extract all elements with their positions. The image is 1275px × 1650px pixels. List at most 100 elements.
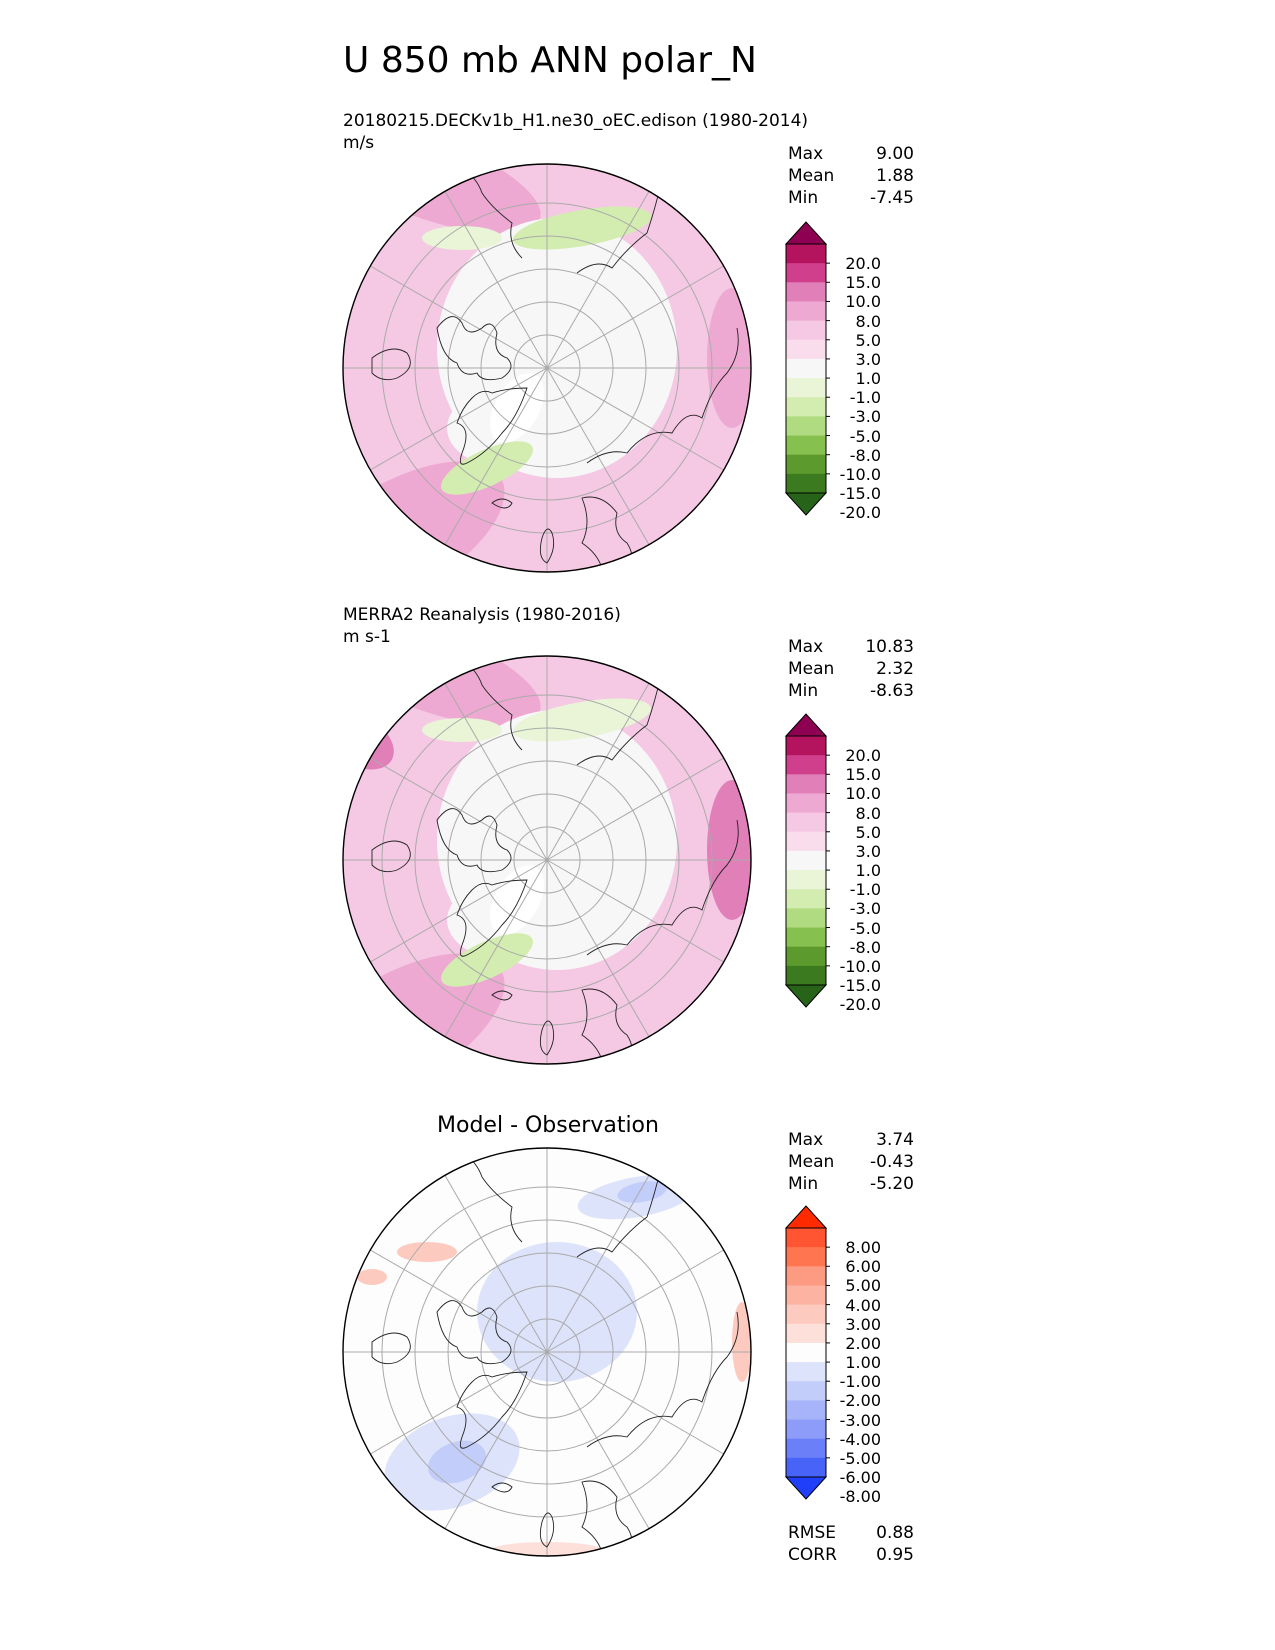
coastline-bering bbox=[461, 167, 523, 259]
colorbar-segment bbox=[786, 1400, 826, 1421]
colorbar-segment bbox=[786, 1285, 826, 1306]
colorbar-extend-max bbox=[784, 1205, 828, 1229]
colorbar-tick-label: -6.00 bbox=[839, 1468, 881, 1488]
diff-colorbar-labels: 8.00 6.00 5.00 4.00 3.00 2.00 1.00 -1.00 -2.00 -3… bbox=[831, 1238, 881, 1506]
field-contour bbox=[490, 373, 544, 443]
model-panel-title: 20180215.DECKv1b_H1.ne30_oEC.edison (198… bbox=[343, 111, 809, 131]
colorbar-segment bbox=[786, 889, 826, 909]
colorbar-extend-min bbox=[784, 492, 828, 516]
colorbar-segment bbox=[786, 1457, 826, 1478]
colorbar-tick-label: 2.00 bbox=[845, 1333, 881, 1353]
min-label: Min bbox=[788, 681, 819, 701]
field-contour bbox=[422, 718, 502, 742]
colorbar-tick-label: 5.0 bbox=[855, 330, 881, 350]
colorbar-segment bbox=[786, 774, 826, 794]
colorbar-tick-label: -20.0 bbox=[839, 995, 881, 1015]
diff-map-boundary bbox=[342, 1147, 752, 1557]
colorbar-tick-label: 10.0 bbox=[845, 784, 881, 804]
colorbar-segment bbox=[786, 965, 826, 986]
colorbar-tick-label: -3.00 bbox=[839, 1410, 881, 1430]
colorbar-tick-label: -5.0 bbox=[849, 918, 881, 938]
coastline-alaska bbox=[371, 1332, 411, 1365]
colorbar-tick-label: 20.0 bbox=[845, 746, 881, 766]
colorbar-segment bbox=[786, 927, 826, 948]
mean-label: Mean bbox=[788, 659, 835, 679]
colorbar-2 bbox=[784, 1205, 830, 1500]
mean-value: -0.43 bbox=[870, 1152, 914, 1172]
field-contour bbox=[707, 288, 751, 428]
coastline-alaska bbox=[371, 840, 411, 873]
colorbar-segment bbox=[786, 755, 826, 775]
colorbar-extend-max bbox=[784, 713, 828, 737]
min-value: -5.20 bbox=[870, 1174, 914, 1194]
longitude-gridline bbox=[546, 1351, 724, 1455]
model-panel-units: m/s bbox=[343, 133, 375, 153]
colorbar-tick-label: 5.0 bbox=[855, 822, 881, 842]
coastline-siberia bbox=[576, 1161, 663, 1258]
field-contour bbox=[707, 780, 751, 920]
coastline-scandinavia bbox=[581, 988, 633, 1064]
colorbar-tick-label: 8.0 bbox=[855, 311, 881, 331]
model-map-boundary bbox=[342, 163, 752, 573]
colorbar-frame bbox=[785, 1227, 827, 1478]
coastline-eurasia bbox=[586, 327, 739, 464]
longitude-gridline bbox=[370, 757, 548, 861]
colorbar-tick-label: 10.0 bbox=[845, 292, 881, 312]
corr-label: CORR bbox=[788, 1545, 837, 1565]
coastline-greenland bbox=[456, 879, 528, 957]
coastline-canada bbox=[436, 1300, 512, 1365]
coastline-uk bbox=[539, 1512, 555, 1548]
colorbar-tick-label: -15.0 bbox=[839, 976, 881, 996]
colorbar-segment bbox=[786, 850, 826, 871]
longitude-gridline bbox=[444, 191, 548, 369]
max-label: Max bbox=[788, 1130, 824, 1150]
obs-colorbar-labels: 20.0 15.0 10.0 8.0 5.0 3.0 1.0 -1.0 -3.0 -5.0 -8.0… bbox=[831, 746, 881, 1014]
max-label: Max bbox=[788, 144, 824, 164]
longitude-gridline bbox=[546, 1175, 650, 1353]
colorbar-tick-label: 5.00 bbox=[845, 1276, 881, 1296]
min-value: -8.63 bbox=[870, 681, 914, 701]
colorbar-segment bbox=[786, 320, 826, 341]
coastline-uk bbox=[539, 528, 555, 564]
colorbar-tick-label: 15.0 bbox=[845, 273, 881, 293]
field-contour bbox=[477, 1242, 637, 1382]
coastline-siberia bbox=[576, 177, 663, 274]
colorbar-tick-label: -10.0 bbox=[839, 956, 881, 976]
field-contour bbox=[397, 1242, 457, 1262]
coastline-canada bbox=[436, 808, 512, 873]
rmse-label: RMSE bbox=[788, 1523, 837, 1543]
colorbar-tick-label: 1.0 bbox=[855, 369, 881, 389]
longitude-gridline bbox=[444, 859, 548, 1037]
colorbar-tick-label: 4.00 bbox=[845, 1295, 881, 1315]
colorbar-segment bbox=[786, 263, 826, 283]
colorbar-tick-label: -1.0 bbox=[849, 880, 881, 900]
colorbar-segment bbox=[786, 378, 826, 398]
coastline-iceland bbox=[491, 990, 513, 1001]
min-value: -7.45 bbox=[870, 188, 914, 208]
field-contour bbox=[441, 933, 533, 987]
longitude-gridline bbox=[546, 265, 724, 369]
min-label: Min bbox=[788, 188, 819, 208]
corr-value: 0.95 bbox=[876, 1545, 914, 1565]
obs-panel-units: m s-1 bbox=[343, 627, 391, 647]
diff-panel-title: Model - Observation bbox=[437, 1113, 659, 1138]
colorbar-segment bbox=[786, 1438, 826, 1459]
colorbar-segment bbox=[786, 1266, 826, 1286]
longitude-gridline bbox=[370, 1249, 548, 1353]
colorbar-tick-label: 1.00 bbox=[845, 1353, 881, 1373]
colorbar-segment bbox=[786, 1304, 826, 1325]
colorbar-tick-label: -3.0 bbox=[849, 899, 881, 919]
colorbar-segment bbox=[786, 1362, 826, 1382]
colorbar-tick-label: 15.0 bbox=[845, 765, 881, 785]
longitude-gridline bbox=[444, 1175, 548, 1353]
model-map-layer bbox=[343, 164, 751, 572]
colorbar-1 bbox=[784, 713, 830, 1008]
figure-title: U 850 mb ANN polar_N bbox=[343, 40, 757, 81]
longitude-gridline bbox=[546, 683, 650, 861]
mean-value: 1.88 bbox=[876, 166, 914, 186]
colorbar-segment bbox=[786, 244, 826, 264]
coastline-eurasia bbox=[586, 1311, 739, 1448]
colorbar-tick-label: -8.0 bbox=[849, 445, 881, 465]
colorbar-tick-label: 6.00 bbox=[845, 1257, 881, 1277]
